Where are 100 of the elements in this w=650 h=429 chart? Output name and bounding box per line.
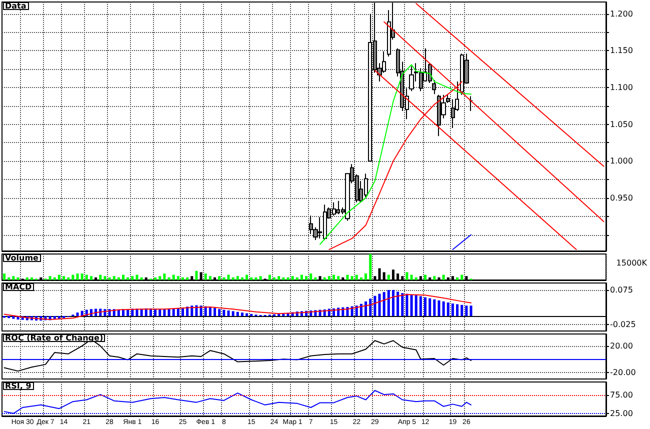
bar xyxy=(168,277,170,280)
bar xyxy=(214,308,216,316)
bar xyxy=(76,312,79,316)
bar xyxy=(310,274,312,280)
bar xyxy=(350,276,354,280)
bar xyxy=(186,277,189,280)
bar xyxy=(387,290,390,316)
bar xyxy=(30,277,33,280)
bar xyxy=(460,274,464,280)
bar xyxy=(76,274,79,280)
bar xyxy=(433,276,436,280)
y-tick-label: 1.050 xyxy=(610,120,633,129)
chart-title: Data xyxy=(5,2,26,10)
bar xyxy=(154,277,157,280)
bar xyxy=(208,276,212,280)
bar xyxy=(122,274,125,280)
bar xyxy=(369,298,372,316)
bar xyxy=(378,294,381,316)
bar xyxy=(438,300,440,316)
bar xyxy=(131,276,134,280)
bar xyxy=(195,270,198,280)
bar xyxy=(250,277,253,280)
bar xyxy=(80,274,84,280)
bar xyxy=(99,274,102,280)
bar xyxy=(85,274,88,280)
bar xyxy=(181,277,184,280)
bar xyxy=(414,277,418,280)
bar xyxy=(16,277,20,280)
bar xyxy=(26,277,28,280)
bar xyxy=(332,274,335,280)
bar xyxy=(232,277,234,280)
line-series xyxy=(4,294,472,320)
bar xyxy=(259,276,262,280)
bar xyxy=(158,276,162,280)
bar xyxy=(360,277,362,280)
y-tick-label: 1.150 xyxy=(610,46,633,56)
bar xyxy=(227,274,230,280)
bar xyxy=(460,304,464,316)
bar xyxy=(126,277,130,280)
bar xyxy=(433,299,436,316)
bar xyxy=(172,274,175,280)
bar xyxy=(236,312,239,316)
bar xyxy=(314,277,317,280)
bar xyxy=(406,272,408,280)
y-tick-label: 0.950 xyxy=(610,193,633,202)
bar xyxy=(414,295,418,316)
bar xyxy=(176,276,180,280)
candlestick xyxy=(409,66,414,92)
bar xyxy=(208,307,212,316)
bar xyxy=(278,276,280,280)
bar xyxy=(401,293,404,316)
y-tick-label: 1.200 xyxy=(610,9,633,18)
bar xyxy=(53,277,56,280)
y-tick-label: -0.025 xyxy=(610,320,636,330)
bar xyxy=(355,274,358,280)
chart-title: Volume xyxy=(5,254,40,262)
bar xyxy=(392,290,394,316)
bar xyxy=(337,276,340,280)
bar xyxy=(117,277,120,280)
bar xyxy=(305,276,308,280)
bar xyxy=(268,274,271,280)
bar xyxy=(90,276,92,280)
bar xyxy=(8,277,10,280)
bar xyxy=(218,309,221,316)
candlestick xyxy=(469,96,473,112)
bar xyxy=(278,314,280,316)
line-series xyxy=(320,64,472,245)
bar xyxy=(176,308,180,316)
bar xyxy=(446,302,450,316)
bar xyxy=(236,276,239,280)
bar xyxy=(48,276,52,280)
bar xyxy=(140,277,143,280)
bar xyxy=(163,274,166,280)
bar xyxy=(240,277,244,280)
bar xyxy=(158,309,162,316)
bar xyxy=(67,277,70,280)
bar xyxy=(470,306,472,316)
bar xyxy=(12,316,15,319)
bar xyxy=(246,274,248,280)
bar xyxy=(204,274,207,280)
y-tick-label: 20.00 xyxy=(610,341,633,350)
bar xyxy=(419,296,422,316)
bar xyxy=(190,306,194,316)
bar xyxy=(72,274,74,280)
bar xyxy=(232,311,234,316)
y-tick-label: 0.075 xyxy=(610,285,633,294)
bar xyxy=(172,308,175,316)
bar xyxy=(273,277,276,280)
bar xyxy=(108,277,111,280)
bar xyxy=(323,277,326,280)
y-tick-label: 1.100 xyxy=(610,82,633,92)
bar xyxy=(222,277,226,280)
y-tick-label: 25.00 xyxy=(610,408,633,418)
bar xyxy=(456,304,459,316)
bar xyxy=(410,274,413,280)
bar xyxy=(442,301,445,316)
bar xyxy=(291,276,294,280)
candlestick xyxy=(432,80,436,95)
bar xyxy=(240,312,244,316)
bar xyxy=(374,296,376,316)
